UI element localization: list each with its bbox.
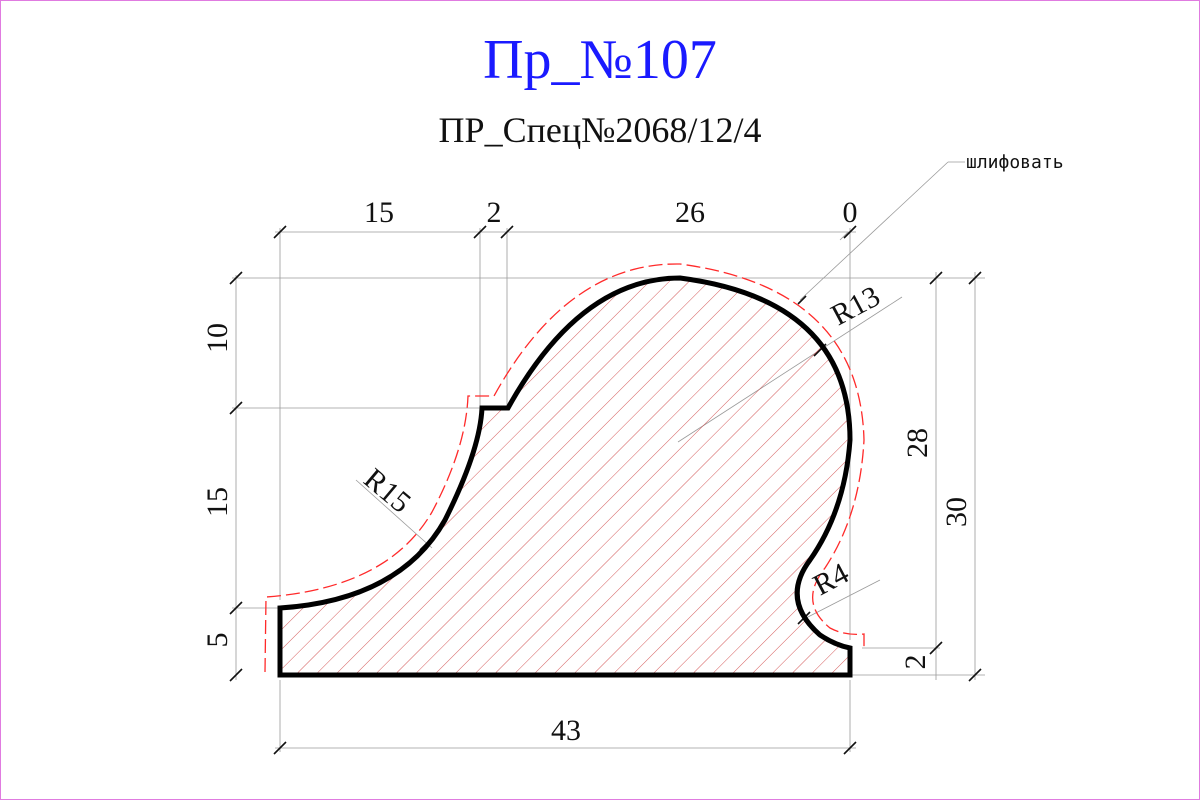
drawing-subtitle: ПР_Спец№2068/12/4	[438, 110, 762, 150]
drawing-title: Пр_№107	[483, 29, 717, 91]
dim-left-5: 5	[201, 633, 234, 648]
profile-outline	[277, 275, 853, 678]
dim-top-2: 2	[487, 196, 502, 229]
dim-right-28: 28	[901, 428, 934, 458]
dim-top-15: 15	[364, 196, 394, 229]
dim-top-26: 26	[675, 196, 705, 229]
dim-top-0: 0	[843, 196, 858, 229]
radius-r13-label: R13	[826, 280, 886, 333]
profile-section-hatch	[280, 278, 850, 675]
radius-r4-label: R4	[808, 557, 854, 603]
sanding-line	[264, 263, 865, 673]
dim-right-2: 2	[899, 655, 932, 670]
dim-bottom-43: 43	[551, 714, 581, 747]
dim-left-10: 10	[201, 323, 234, 353]
sanding-note: шлифовать	[966, 152, 1064, 173]
dim-left-15: 15	[201, 487, 234, 517]
dim-right-30: 30	[940, 497, 973, 527]
radius-r15-label: R15	[358, 462, 418, 519]
